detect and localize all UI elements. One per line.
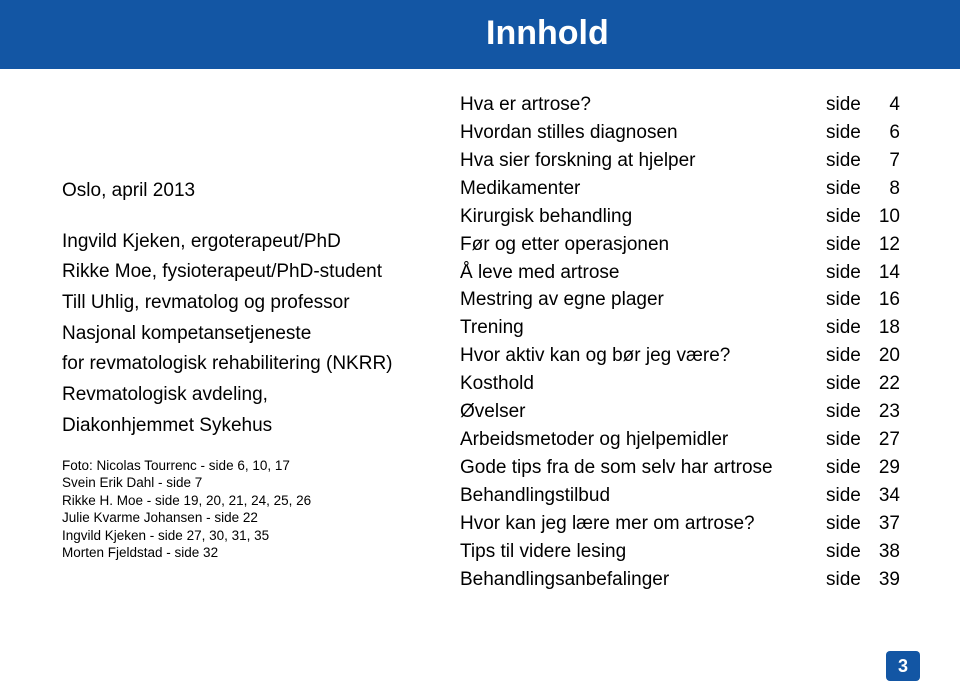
toc-title: Trening [460, 314, 826, 342]
toc-side-label: side [826, 370, 872, 398]
table-of-contents: Hva er artrose?side4Hvordan stilles diag… [460, 91, 900, 594]
toc-title: Kosthold [460, 370, 826, 398]
author-line: for revmatologisk rehabilitering (NKRR) [62, 352, 430, 377]
page-number-badge: 3 [886, 651, 920, 681]
toc-title: Kirurgisk behandling [460, 203, 826, 231]
date-line: Oslo, april 2013 [62, 179, 430, 204]
toc-side-label: side [826, 342, 872, 370]
toc-row: Behandlingstilbudside34 [460, 482, 900, 510]
toc-row: Kostholdside22 [460, 370, 900, 398]
toc-title: Tips til videre lesing [460, 538, 826, 566]
photo-line: Morten Fjeldstad - side 32 [62, 544, 430, 562]
toc-page-number: 8 [872, 175, 900, 203]
toc-row: Før og etter operasjonenside12 [460, 231, 900, 259]
toc-page-number: 38 [872, 538, 900, 566]
photo-line: Foto: Nicolas Tourrenc - side 6, 10, 17 [62, 457, 430, 475]
toc-page-number: 23 [872, 398, 900, 426]
photo-line: Ingvild Kjeken - side 27, 30, 31, 35 [62, 527, 430, 545]
toc-row: Medikamenterside8 [460, 175, 900, 203]
toc-title: Øvelser [460, 398, 826, 426]
toc-title: Mestring av egne plager [460, 286, 826, 314]
toc-row: Hva sier forskning at hjelperside7 [460, 147, 900, 175]
banner-title: Innhold [486, 14, 609, 52]
toc-row: Å leve med artroseside14 [460, 259, 900, 287]
toc-row: Mestring av egne plagerside16 [460, 286, 900, 314]
author-line: Nasjonal kompetansetjeneste [62, 322, 430, 347]
toc-page-number: 18 [872, 314, 900, 342]
page-number: 3 [898, 656, 908, 677]
author-line: Revmatologisk avdeling, [62, 383, 430, 408]
toc-title: Hva sier forskning at hjelper [460, 147, 826, 175]
toc-side-label: side [826, 286, 872, 314]
photo-line: Svein Erik Dahl - side 7 [62, 474, 430, 492]
toc-side-label: side [826, 203, 872, 231]
toc-side-label: side [826, 454, 872, 482]
toc-title: Hva er artrose? [460, 91, 826, 119]
toc-row: Gode tips fra de som selv har artrosesid… [460, 454, 900, 482]
toc-page-number: 29 [872, 454, 900, 482]
toc-page-number: 22 [872, 370, 900, 398]
toc-page-number: 10 [872, 203, 900, 231]
toc-side-label: side [826, 426, 872, 454]
toc-title: Behandlingstilbud [460, 482, 826, 510]
photo-credits: Foto: Nicolas Tourrenc - side 6, 10, 17 … [62, 457, 430, 562]
photo-line: Rikke H. Moe - side 19, 20, 21, 24, 25, … [62, 492, 430, 510]
toc-title: Hvordan stilles diagnosen [460, 119, 826, 147]
toc-side-label: side [826, 175, 872, 203]
author-line: Rikke Moe, fysioterapeut/PhD-student [62, 260, 430, 285]
toc-side-label: side [826, 566, 872, 594]
toc-row: Hvor kan jeg lære mer om artrose?side37 [460, 510, 900, 538]
toc-title: Å leve med artrose [460, 259, 826, 287]
toc-page-number: 39 [872, 566, 900, 594]
toc-page-number: 12 [872, 231, 900, 259]
toc-row: Hva er artrose?side4 [460, 91, 900, 119]
document-page: Innhold Oslo, april 2013 Ingvild Kjeken,… [0, 0, 960, 695]
content-area: Oslo, april 2013 Ingvild Kjeken, ergoter… [0, 69, 960, 649]
author-line: Ingvild Kjeken, ergoterapeut/PhD [62, 230, 430, 255]
toc-page-number: 20 [872, 342, 900, 370]
photo-line: Julie Kvarme Johansen - side 22 [62, 509, 430, 527]
toc-page-number: 6 [872, 119, 900, 147]
toc-title: Før og etter operasjonen [460, 231, 826, 259]
banner: Innhold [0, 0, 960, 69]
toc-side-label: side [826, 538, 872, 566]
toc-page-number: 34 [872, 482, 900, 510]
toc-title: Arbeidsmetoder og hjelpemidler [460, 426, 826, 454]
toc-page-number: 37 [872, 510, 900, 538]
toc-page-number: 7 [872, 147, 900, 175]
toc-side-label: side [826, 482, 872, 510]
toc-page-number: 16 [872, 286, 900, 314]
toc-row: Tips til videre lesingside38 [460, 538, 900, 566]
toc-title: Gode tips fra de som selv har artrose [460, 454, 826, 482]
right-column: Hva er artrose?side4Hvordan stilles diag… [460, 69, 960, 649]
toc-row: Arbeidsmetoder og hjelpemidlerside27 [460, 426, 900, 454]
footer: 3 [0, 649, 960, 695]
toc-title: Behandlingsanbefalinger [460, 566, 826, 594]
left-column: Oslo, april 2013 Ingvild Kjeken, ergoter… [0, 69, 460, 649]
toc-row: Øvelserside23 [460, 398, 900, 426]
toc-page-number: 4 [872, 91, 900, 119]
toc-side-label: side [826, 147, 872, 175]
toc-page-number: 14 [872, 259, 900, 287]
toc-side-label: side [826, 231, 872, 259]
toc-side-label: side [826, 398, 872, 426]
toc-row: Hvor aktiv kan og bør jeg være?side20 [460, 342, 900, 370]
toc-page-number: 27 [872, 426, 900, 454]
toc-side-label: side [826, 91, 872, 119]
toc-row: Kirurgisk behandlingside10 [460, 203, 900, 231]
toc-title: Hvor kan jeg lære mer om artrose? [460, 510, 826, 538]
toc-row: Behandlingsanbefalingerside39 [460, 566, 900, 594]
toc-title: Hvor aktiv kan og bør jeg være? [460, 342, 826, 370]
toc-title: Medikamenter [460, 175, 826, 203]
toc-row: Treningside18 [460, 314, 900, 342]
author-line: Diakonhjemmet Sykehus [62, 414, 430, 439]
toc-side-label: side [826, 510, 872, 538]
toc-row: Hvordan stilles diagnosenside6 [460, 119, 900, 147]
toc-side-label: side [826, 259, 872, 287]
toc-side-label: side [826, 314, 872, 342]
author-line: Till Uhlig, revmatolog og professor [62, 291, 430, 316]
toc-side-label: side [826, 119, 872, 147]
